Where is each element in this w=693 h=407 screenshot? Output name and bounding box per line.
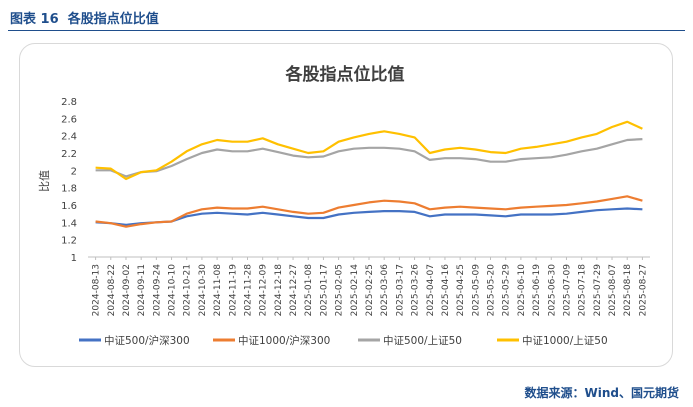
title-rule [8,30,685,31]
x-tick-label: 2025-01-08 [304,264,314,317]
y-tick-label: 2 [71,166,77,177]
x-tick-label: 2024-10-30 [198,264,208,317]
y-tick-label: 1.8 [61,184,77,195]
y-tick-label: 2.6 [61,114,77,125]
x-tick-label: 2024-11-28 [243,264,253,317]
x-tick-label: 2025-01-17 [319,264,329,316]
source-note: 数据来源：Wind、国元期货 [524,386,679,400]
x-tick-label: 2024-08-22 [107,264,117,316]
x-tick-label: 2025-02-25 [365,264,375,316]
x-tick-label: 2024-12-09 [259,264,269,317]
x-tick-label: 2025-06-30 [547,264,557,317]
legend-label: 中证500/沪深300 [104,334,190,347]
x-tick-label: 2024-09-24 [152,264,162,317]
x-tick-label: 2024-09-02 [122,264,132,316]
x-tick-label: 2024-11-19 [228,264,238,317]
x-tick-label: 2025-06-10 [517,264,527,317]
x-tick-label: 2025-08-07 [608,264,618,316]
x-tick-label: 2024-12-27 [289,264,299,316]
x-tick-label: 2025-04-25 [456,264,466,316]
x-tick-label: 2025-03-26 [411,264,421,317]
series-line-4 [95,120,643,181]
chart-title: 各股指点位比值 [285,64,405,85]
series-line-3 [95,138,643,178]
y-tick-label: 2.2 [61,149,77,160]
x-tick-label: 2025-08-18 [623,264,633,317]
y-tick-label: 2.8 [61,97,77,108]
x-tick-label: 2025-04-07 [426,264,436,316]
series-line-2 [95,195,643,228]
x-tick-label: 2025-05-20 [487,264,497,317]
x-tick-label: 2025-04-16 [441,264,451,317]
legend-label: 中证1000/上证50 [522,334,608,347]
x-tick-label: 2025-06-19 [532,264,542,317]
x-tick-label: 2024-09-11 [137,264,147,316]
legend-label: 中证1000/沪深300 [238,334,330,347]
x-tick-label: 2025-03-06 [380,264,390,317]
x-tick-label: 2025-08-27 [638,264,648,316]
figure-caption: 各股指点位比值 [67,12,159,27]
x-tick-label: 2025-03-17 [395,264,405,316]
x-tick-label: 2024-08-13 [92,264,102,316]
legend-label: 中证500/上证50 [383,334,462,347]
y-tick-label: 1 [71,253,77,264]
figure-title: 图表 16 各股指点位比值 [10,8,159,27]
x-tick-label: 2025-05-09 [471,264,481,317]
series-line-1 [95,207,643,226]
x-tick-label: 2025-02-14 [350,264,360,317]
x-tick-label: 2024-10-21 [183,264,193,316]
x-tick-label: 2025-05-29 [502,264,512,317]
y-tick-label: 1.4 [61,218,77,229]
x-tick-label: 2024-11-08 [213,264,223,317]
x-tick-label: 2025-02-05 [335,264,345,316]
y-tick-label: 1.2 [61,236,77,247]
x-tick-label: 2024-10-10 [168,264,178,317]
figure-label: 图表 16 [10,12,59,27]
x-tick-label: 2025-07-18 [578,264,588,317]
y-axis-label: 比值 [38,170,51,192]
x-tick-label: 2025-07-09 [562,264,572,317]
x-tick-label: 2025-07-29 [593,264,603,317]
x-tick-label: 2024-12-18 [274,264,284,317]
y-tick-label: 2.4 [61,132,77,143]
y-tick-label: 1.6 [61,201,77,212]
